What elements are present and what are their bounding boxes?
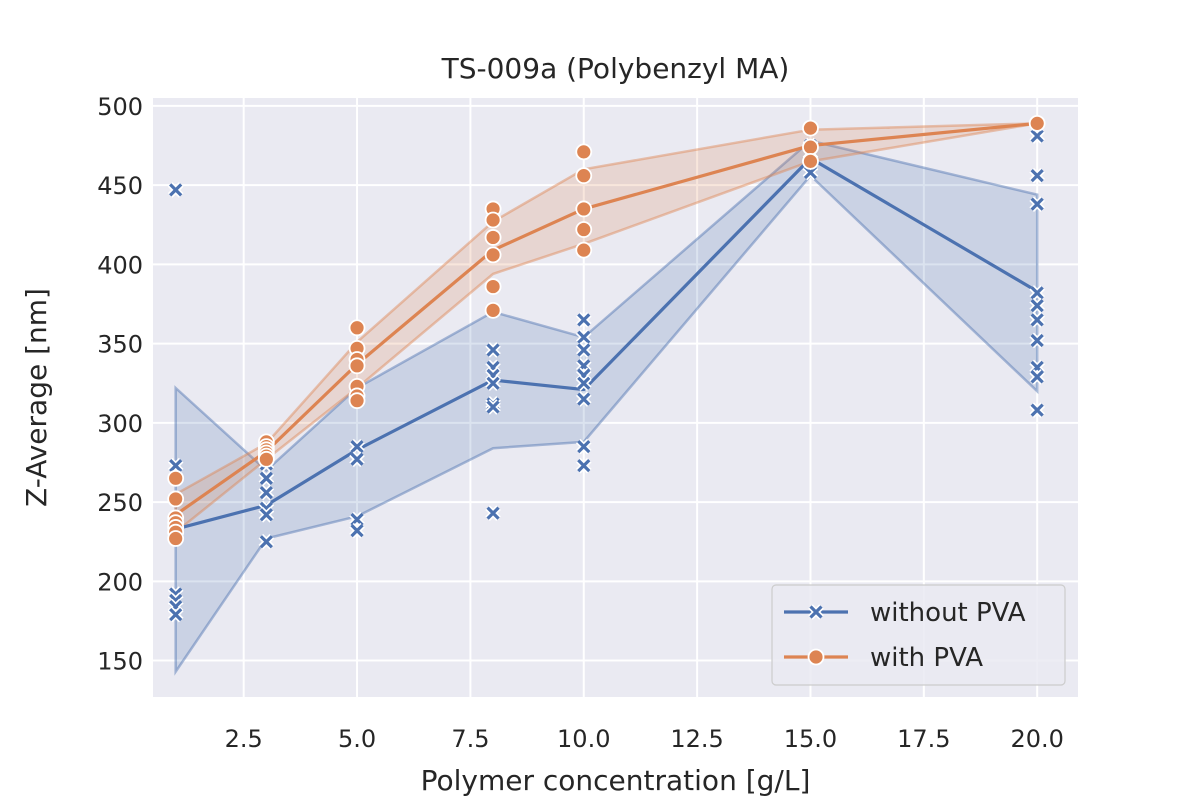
y-tick-label: 500	[97, 93, 143, 121]
point-without-pva	[485, 342, 501, 358]
point-with-pva	[484, 211, 502, 229]
point-without-pva	[575, 342, 592, 358]
point-without-pva	[167, 182, 184, 198]
point-without-pva	[575, 457, 592, 474]
point-with-pva	[575, 167, 593, 185]
point-without-pva	[1029, 297, 1045, 314]
point-without-pva	[1029, 128, 1045, 144]
legend-entry-without-pva: without PVA	[784, 598, 1026, 628]
point-with-pva	[257, 450, 275, 468]
point-without-pva	[258, 533, 275, 550]
point-without-pva	[349, 451, 365, 468]
point-without-pva	[1029, 196, 1045, 212]
point-with-pva	[348, 319, 366, 337]
y-tick-label: 300	[97, 410, 143, 438]
point-without-pva	[1029, 369, 1045, 385]
legend: without PVA with PVA	[771, 584, 1066, 686]
x-tick-label: 12.5	[670, 725, 723, 753]
point-without-pva	[258, 506, 275, 523]
point-without-pva	[1029, 402, 1045, 418]
point-with-pva	[1028, 114, 1046, 132]
point-with-pva	[167, 530, 185, 547]
point-without-pva	[575, 312, 592, 328]
y-axis-ticks: 150 200 250 300 350 400 450 500	[97, 93, 143, 676]
point-without-pva	[575, 438, 592, 455]
point-without-pva	[485, 375, 501, 392]
y-tick-label: 350	[97, 331, 143, 359]
point-without-pva	[258, 470, 275, 487]
point-with-pva	[348, 357, 366, 375]
x-tick-label: 5.0	[338, 725, 376, 753]
legend-entry-with-pva: with PVA	[784, 643, 983, 673]
point-with-pva	[484, 246, 502, 264]
x-axis-label: Polymer concentration [g/L]	[421, 764, 811, 797]
x-tick-label: 20.0	[1010, 725, 1063, 753]
y-tick-label: 150	[97, 648, 143, 676]
point-without-pva	[167, 606, 184, 623]
point-with-pva	[575, 221, 593, 238]
point-with-pva	[575, 143, 593, 161]
y-tick-label: 250	[97, 489, 143, 517]
x-tick-label: 15.0	[784, 725, 837, 753]
y-tick-label: 450	[97, 172, 143, 200]
point-without-pva	[349, 511, 365, 528]
point-without-pva	[1029, 332, 1045, 349]
point-with-pva	[348, 392, 366, 410]
point-with-pva	[575, 241, 593, 259]
point-without-pva	[485, 505, 501, 521]
point-without-pva	[485, 399, 501, 415]
y-tick-label: 400	[97, 251, 143, 279]
point-with-pva	[484, 229, 502, 246]
point-without-pva	[1029, 167, 1045, 184]
point-with-pva	[167, 469, 185, 487]
confidence-bands	[174, 122, 1039, 676]
point-with-pva	[802, 138, 819, 156]
point-without-pva	[1029, 312, 1045, 328]
legend-label: without PVA	[870, 598, 1026, 628]
point-without-pva	[167, 457, 184, 474]
legend-label: with PVA	[870, 643, 983, 673]
point-without-pva	[349, 438, 365, 455]
point-with-pva	[575, 200, 593, 218]
point-without-pva	[575, 391, 592, 407]
point-with-pva	[802, 119, 819, 137]
point-without-pva	[258, 484, 275, 501]
point-without-pva	[1029, 285, 1045, 301]
legend-marker	[807, 648, 825, 666]
series-markers	[167, 114, 1046, 623]
x-axis-ticks: 2.5 5.0 7.5 10.0 12.5 15.0 17.5 20.0	[225, 725, 1064, 753]
point-with-pva	[484, 278, 502, 295]
point-without-pva	[575, 329, 592, 346]
ci-band-with-pva	[174, 122, 1038, 535]
point-without-pva	[349, 522, 365, 539]
legend-marker	[808, 604, 824, 620]
point-without-pva	[575, 375, 592, 392]
y-tick-label: 200	[97, 568, 143, 596]
x-tick-label: 7.5	[451, 725, 489, 753]
x-tick-label: 10.0	[557, 725, 610, 753]
ci-band-without-pva	[174, 139, 1039, 676]
chart-title: TS-009a (Polybenzyl MA)	[441, 52, 790, 85]
x-tick-label: 17.5	[897, 725, 950, 753]
point-with-pva	[167, 490, 185, 508]
point-with-pva	[484, 301, 502, 319]
point-with-pva	[802, 152, 819, 170]
legend-box	[771, 584, 1066, 686]
y-axis-label: Z-Average [nm]	[20, 288, 53, 507]
x-tick-label: 2.5	[225, 725, 263, 753]
